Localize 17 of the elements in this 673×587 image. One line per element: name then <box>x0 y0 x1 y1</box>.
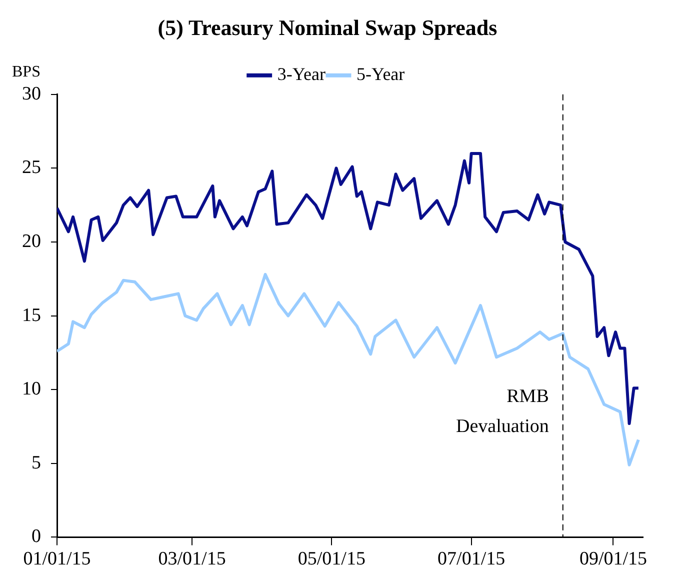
y-tick-label: 15 <box>22 304 41 326</box>
ref-line-label: RMB Devaluation <box>456 386 550 437</box>
x-tick-label: 01/01/15 <box>23 548 91 570</box>
legend-label: 5-Year <box>356 64 405 84</box>
y-axis-title: BPS <box>12 64 40 81</box>
x-tick-label: 05/01/15 <box>298 548 366 570</box>
y-tick-label: 25 <box>22 157 41 178</box>
y-tick-label: 20 <box>22 230 41 252</box>
y-tick-label: 5 <box>32 452 41 474</box>
legend-label: 3-Year <box>277 64 326 84</box>
y-tick-label: 10 <box>22 378 41 400</box>
x-tick-label: 07/01/15 <box>438 548 506 570</box>
y-tick-label: 0 <box>32 526 41 548</box>
x-tick-label: 09/01/15 <box>579 548 648 570</box>
x-tick-label: 03/01/15 <box>158 548 226 570</box>
chart-title: (5) Treasury Nominal Swap Spreads <box>158 14 498 40</box>
y-tick-label: 30 <box>22 83 41 104</box>
